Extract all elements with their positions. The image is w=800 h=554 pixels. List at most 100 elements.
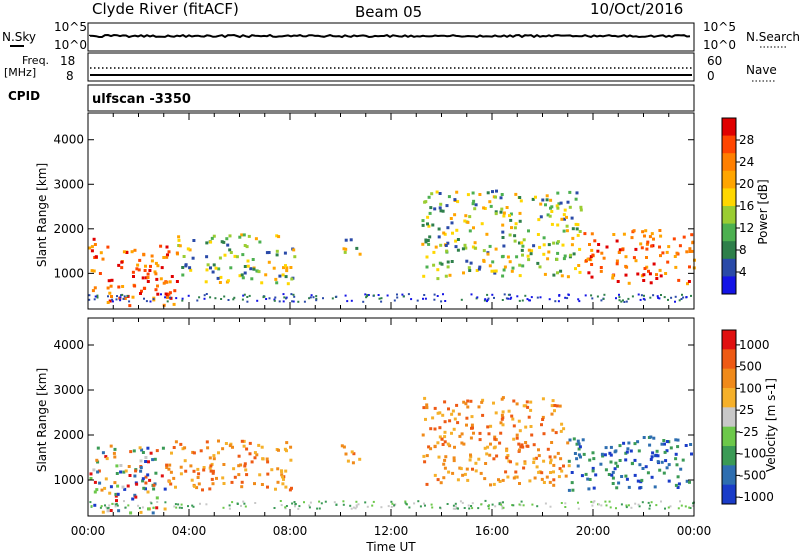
data-cell — [469, 455, 473, 459]
data-cell — [553, 409, 556, 413]
data-cell — [146, 473, 150, 477]
data-cell — [174, 485, 177, 489]
data-cell — [142, 252, 146, 256]
data-cell — [550, 404, 554, 408]
data-cell — [177, 238, 181, 242]
data-cell — [663, 296, 666, 299]
data-cell — [630, 236, 634, 240]
data-cell — [168, 463, 172, 467]
data-cell — [577, 453, 581, 457]
data-cell — [203, 297, 206, 300]
data-cell — [633, 442, 637, 446]
data-cell — [546, 257, 550, 261]
data-cell — [487, 507, 490, 510]
data-cell — [352, 452, 356, 456]
data-cell — [554, 431, 558, 435]
data-cell — [391, 502, 394, 505]
data-cell — [632, 229, 636, 233]
data-cell — [181, 299, 184, 302]
data-cell — [450, 221, 454, 225]
data-cell — [527, 415, 531, 419]
data-cell — [564, 506, 567, 508]
data-cell — [308, 297, 311, 300]
data-cell — [265, 457, 269, 461]
data-cell — [93, 286, 97, 290]
data-cell — [139, 459, 143, 463]
data-cell — [611, 476, 615, 480]
data-cell — [110, 278, 114, 282]
data-cell — [438, 192, 442, 195]
data-cell — [88, 294, 91, 297]
data-cell — [500, 193, 504, 196]
data-cell — [240, 233, 244, 237]
data-cell — [559, 269, 563, 273]
data-cell — [513, 234, 517, 238]
data-cell — [190, 478, 194, 482]
data-cell — [577, 507, 580, 510]
data-cell — [503, 293, 506, 296]
data-cell — [502, 244, 506, 248]
data-cell — [155, 506, 159, 510]
data-cell — [424, 417, 427, 421]
data-cell — [618, 296, 621, 299]
data-cell — [141, 479, 145, 483]
data-cell — [472, 226, 475, 230]
data-cell — [663, 450, 667, 454]
data-cell — [172, 302, 176, 306]
data-cell — [493, 296, 495, 299]
data-cell — [111, 502, 114, 505]
data-cell — [429, 206, 433, 210]
data-cell — [515, 433, 519, 437]
data-cell — [96, 470, 100, 474]
data-cell — [443, 430, 447, 434]
data-cell — [115, 298, 118, 301]
data-cell — [440, 300, 443, 303]
data-cell — [470, 426, 473, 430]
data-cell — [600, 251, 604, 255]
data-cell — [277, 448, 280, 452]
data-cell — [116, 504, 119, 507]
data-cell — [608, 451, 612, 455]
data-cell — [501, 223, 505, 227]
data-cell — [538, 265, 542, 269]
data-cell — [281, 273, 285, 277]
data-cell — [469, 453, 472, 457]
data-cell — [423, 294, 426, 296]
data-cell — [162, 256, 166, 259]
data-cell — [588, 478, 592, 481]
data-cell — [502, 268, 506, 272]
data-cell — [211, 469, 215, 473]
data-cell — [237, 454, 241, 458]
data-cell — [146, 446, 150, 450]
data-cell — [285, 441, 289, 445]
data-cell — [289, 266, 293, 269]
colorbar-tick-label: 28 — [739, 133, 754, 147]
data-cell — [265, 298, 268, 300]
data-cell — [355, 504, 358, 507]
data-cell — [491, 260, 495, 264]
data-cell — [419, 505, 422, 508]
data-cell — [427, 224, 431, 228]
data-cell — [433, 444, 437, 448]
data-cell — [413, 502, 416, 505]
data-cell — [599, 269, 603, 273]
data-cell — [127, 504, 130, 507]
data-cell — [231, 501, 234, 504]
data-cell — [627, 297, 630, 300]
data-cell — [141, 477, 145, 481]
data-cell — [500, 417, 504, 421]
data-cell — [553, 404, 557, 407]
data-cell — [212, 457, 216, 461]
data-cell — [492, 482, 496, 486]
data-cell — [652, 262, 656, 266]
data-cell — [283, 251, 287, 255]
data-cell — [107, 279, 111, 283]
data-cell — [433, 473, 437, 477]
data-cell — [539, 215, 543, 219]
data-cell — [548, 455, 552, 459]
data-cell — [547, 250, 551, 254]
data-cell — [680, 504, 683, 507]
data-cell — [518, 503, 521, 506]
y-tick-label: 2000 — [53, 428, 84, 442]
data-cell — [424, 504, 426, 507]
